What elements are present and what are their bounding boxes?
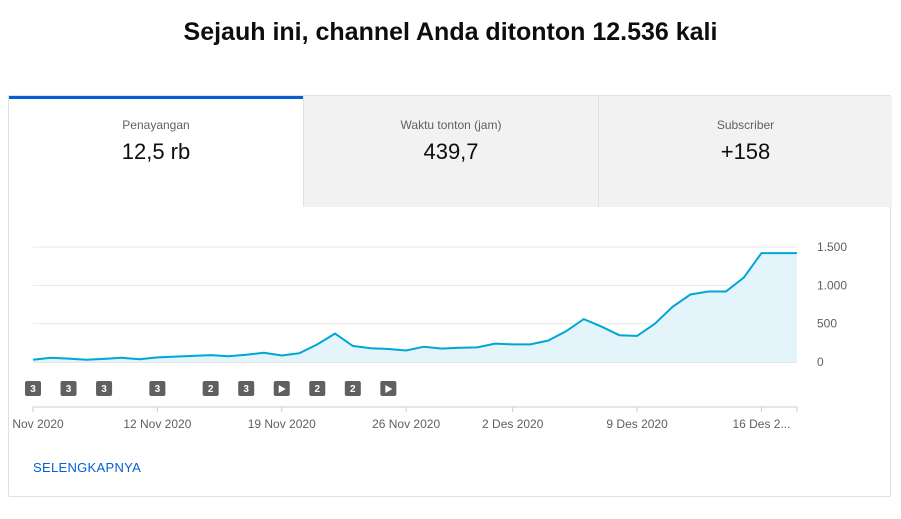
- x-tick-label: 19 Nov 2020: [248, 417, 316, 431]
- video-upload-marker[interactable]: [273, 381, 290, 396]
- marker-count: 2: [314, 384, 320, 395]
- upload-count-marker[interactable]: 3: [60, 381, 77, 396]
- tab-subscribers[interactable]: Subscriber +158: [598, 96, 892, 207]
- tab-views-value: 12,5 rb: [121, 139, 191, 164]
- x-tick-label: 16 Des 2...: [732, 417, 790, 431]
- tab-watch-time-value: 439,7: [423, 139, 479, 164]
- see-more-link[interactable]: SELENGKAPNYA: [33, 460, 142, 475]
- page-headline: Sejauh ini, channel Anda ditonton 12.536…: [183, 18, 718, 46]
- marker-box: [96, 381, 113, 396]
- views-chart: 1.500 1.000 500 0 3 3 3 3 2 3 2 2 5 Nov 2020 12 Nov 2…: [9, 240, 847, 431]
- tab-views[interactable]: Penayangan 12,5 rb: [9, 96, 303, 207]
- marker-box: [344, 381, 361, 396]
- x-tick-label: 5 Nov 2020: [9, 417, 64, 431]
- marker-count: 3: [101, 384, 107, 395]
- x-tick-label: 12 Nov 2020: [123, 417, 191, 431]
- play-icon: [385, 385, 393, 393]
- series-line: [32, 252, 797, 361]
- marker-count: 3: [30, 384, 36, 395]
- analytics-card: Penayangan 12,5 rb Waktu tonton (jam) 43…: [8, 95, 892, 497]
- y-tick-label: 500: [817, 317, 837, 331]
- play-icon: [278, 385, 286, 393]
- upload-count-marker[interactable]: 2: [202, 381, 219, 396]
- y-tick-label: 1.500: [817, 240, 847, 254]
- x-tick-label: 26 Nov 2020: [372, 417, 440, 431]
- upload-count-marker[interactable]: 3: [238, 381, 255, 396]
- marker-count: 3: [155, 384, 161, 395]
- x-tick-label: 2 Des 2020: [482, 417, 544, 431]
- area-fill: [33, 253, 797, 362]
- marker-box: [202, 381, 219, 396]
- marker-box: [149, 381, 166, 396]
- marker-box: [309, 381, 326, 396]
- marker-count: 3: [66, 384, 72, 395]
- y-tick-label: 1.000: [817, 278, 847, 292]
- marker-count: 2: [350, 384, 356, 395]
- upload-count-marker[interactable]: 2: [344, 381, 361, 396]
- tab-watch-time-label: Waktu tonton (jam): [400, 118, 502, 132]
- marker-count: 2: [208, 384, 214, 395]
- x-tick-label: 9 Des 2020: [606, 417, 668, 431]
- upload-count-marker[interactable]: 3: [149, 381, 166, 396]
- upload-count-marker[interactable]: 2: [309, 381, 326, 396]
- upload-count-marker[interactable]: 3: [25, 381, 41, 396]
- tab-subscribers-label: Subscriber: [716, 118, 775, 132]
- metric-tabs: Penayangan 12,5 rb Waktu tonton (jam) 43…: [9, 96, 892, 207]
- tab-views-label: Penayangan: [122, 118, 190, 132]
- tab-subscribers-value: +158: [720, 139, 771, 164]
- tab-watch-time[interactable]: Waktu tonton (jam) 439,7: [303, 96, 598, 207]
- video-upload-marker[interactable]: [380, 381, 397, 396]
- marker-box: [238, 381, 255, 396]
- marker-count: 3: [243, 384, 249, 395]
- upload-count-marker[interactable]: 3: [96, 381, 113, 396]
- y-tick-label: 0: [817, 355, 824, 369]
- marker-box: [60, 381, 77, 396]
- marker-box: [25, 381, 41, 396]
